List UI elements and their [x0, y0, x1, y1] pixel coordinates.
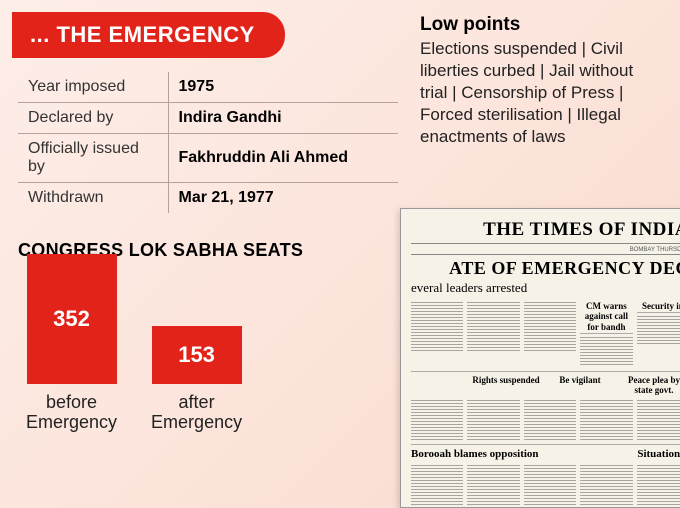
bar-group-before: 352 beforeEmergency — [26, 254, 117, 433]
facts-table: Year imposed 1975 Declared by Indira Gan… — [18, 72, 398, 213]
newspaper-column — [580, 397, 632, 440]
newspaper-clipping: THE TIMES OF INDIA BOMBAY THURSDAY ATE O… — [400, 208, 680, 508]
newspaper-column — [467, 397, 519, 440]
bar-after: 153 — [152, 326, 242, 384]
table-row: Withdrawn Mar 21, 1977 — [18, 183, 398, 214]
newspaper-columns — [411, 397, 680, 440]
newspaper-column — [524, 397, 576, 440]
newspaper-column: Security in — [637, 299, 680, 367]
newspaper-dateline: BOMBAY THURSDAY — [411, 246, 680, 255]
seats-chart: CONGRESS LOK SABHA SEATS 352 beforeEmerg… — [18, 240, 358, 433]
fact-label: Declared by — [18, 103, 168, 134]
low-points-section: Low points Elections suspended | Civil l… — [420, 14, 660, 148]
low-points-body: Elections suspended | Civil liberties cu… — [420, 38, 660, 148]
newspaper-column: CM warns against call for bandh — [580, 299, 632, 367]
fact-value: Indira Gandhi — [168, 103, 398, 134]
low-points-title: Low points — [420, 14, 660, 36]
newspaper-column — [467, 462, 519, 508]
bottom-head: Situation p — [575, 448, 680, 460]
header-pill: ... THE EMERGENCY — [12, 12, 285, 58]
column-heading: Security in — [637, 301, 680, 313]
bottom-head: Borooah blames opposition — [411, 448, 571, 460]
bar-group-after: 153 afterEmergency — [151, 326, 242, 433]
mid-head: Rights suspended — [471, 375, 541, 395]
fact-value: Mar 21, 1977 — [168, 183, 398, 214]
newspaper-columns — [411, 462, 680, 508]
newspaper-column — [637, 397, 680, 440]
newspaper-column — [467, 299, 519, 367]
table-row: Officially issued by Fakhruddin Ali Ahme… — [18, 134, 398, 183]
newspaper-column — [524, 462, 576, 508]
table-row: Declared by Indira Gandhi — [18, 103, 398, 134]
mid-head — [411, 375, 467, 395]
table-row: Year imposed 1975 — [18, 72, 398, 103]
newspaper-column — [411, 299, 463, 367]
mid-head: Peace plea by state govt. — [619, 375, 680, 395]
fact-label: Year imposed — [18, 72, 168, 103]
fact-value: 1975 — [168, 72, 398, 103]
newspaper-bottom-headlines: Borooah blames opposition Situation p — [411, 444, 680, 460]
newspaper-masthead: THE TIMES OF INDIA — [411, 219, 680, 244]
newspaper-column — [411, 397, 463, 440]
fact-value: Fakhruddin Ali Ahmed — [168, 134, 398, 183]
bar-caption-after: afterEmergency — [151, 392, 242, 433]
column-heading: CM warns against call for bandh — [580, 301, 632, 334]
newspaper-column — [580, 462, 632, 508]
fact-label: Officially issued by — [18, 134, 168, 183]
bar-container: 352 beforeEmergency 153 afterEmergency — [26, 273, 358, 433]
fact-label: Withdrawn — [18, 183, 168, 214]
newspaper-mid-headlines: Rights suspended Be vigilant Peace plea … — [411, 371, 680, 395]
newspaper-headline: ATE OF EMERGENCY DEC — [411, 258, 680, 279]
newspaper-column — [524, 299, 576, 367]
newspaper-columns: CM warns against call for bandh Security… — [411, 299, 680, 367]
newspaper-column — [411, 462, 463, 508]
newspaper-subheadline: everal leaders arrested — [411, 280, 680, 296]
bar-caption-before: beforeEmergency — [26, 392, 117, 433]
mid-head: Be vigilant — [545, 375, 615, 395]
bar-before: 352 — [27, 254, 117, 384]
newspaper-column — [637, 462, 680, 508]
